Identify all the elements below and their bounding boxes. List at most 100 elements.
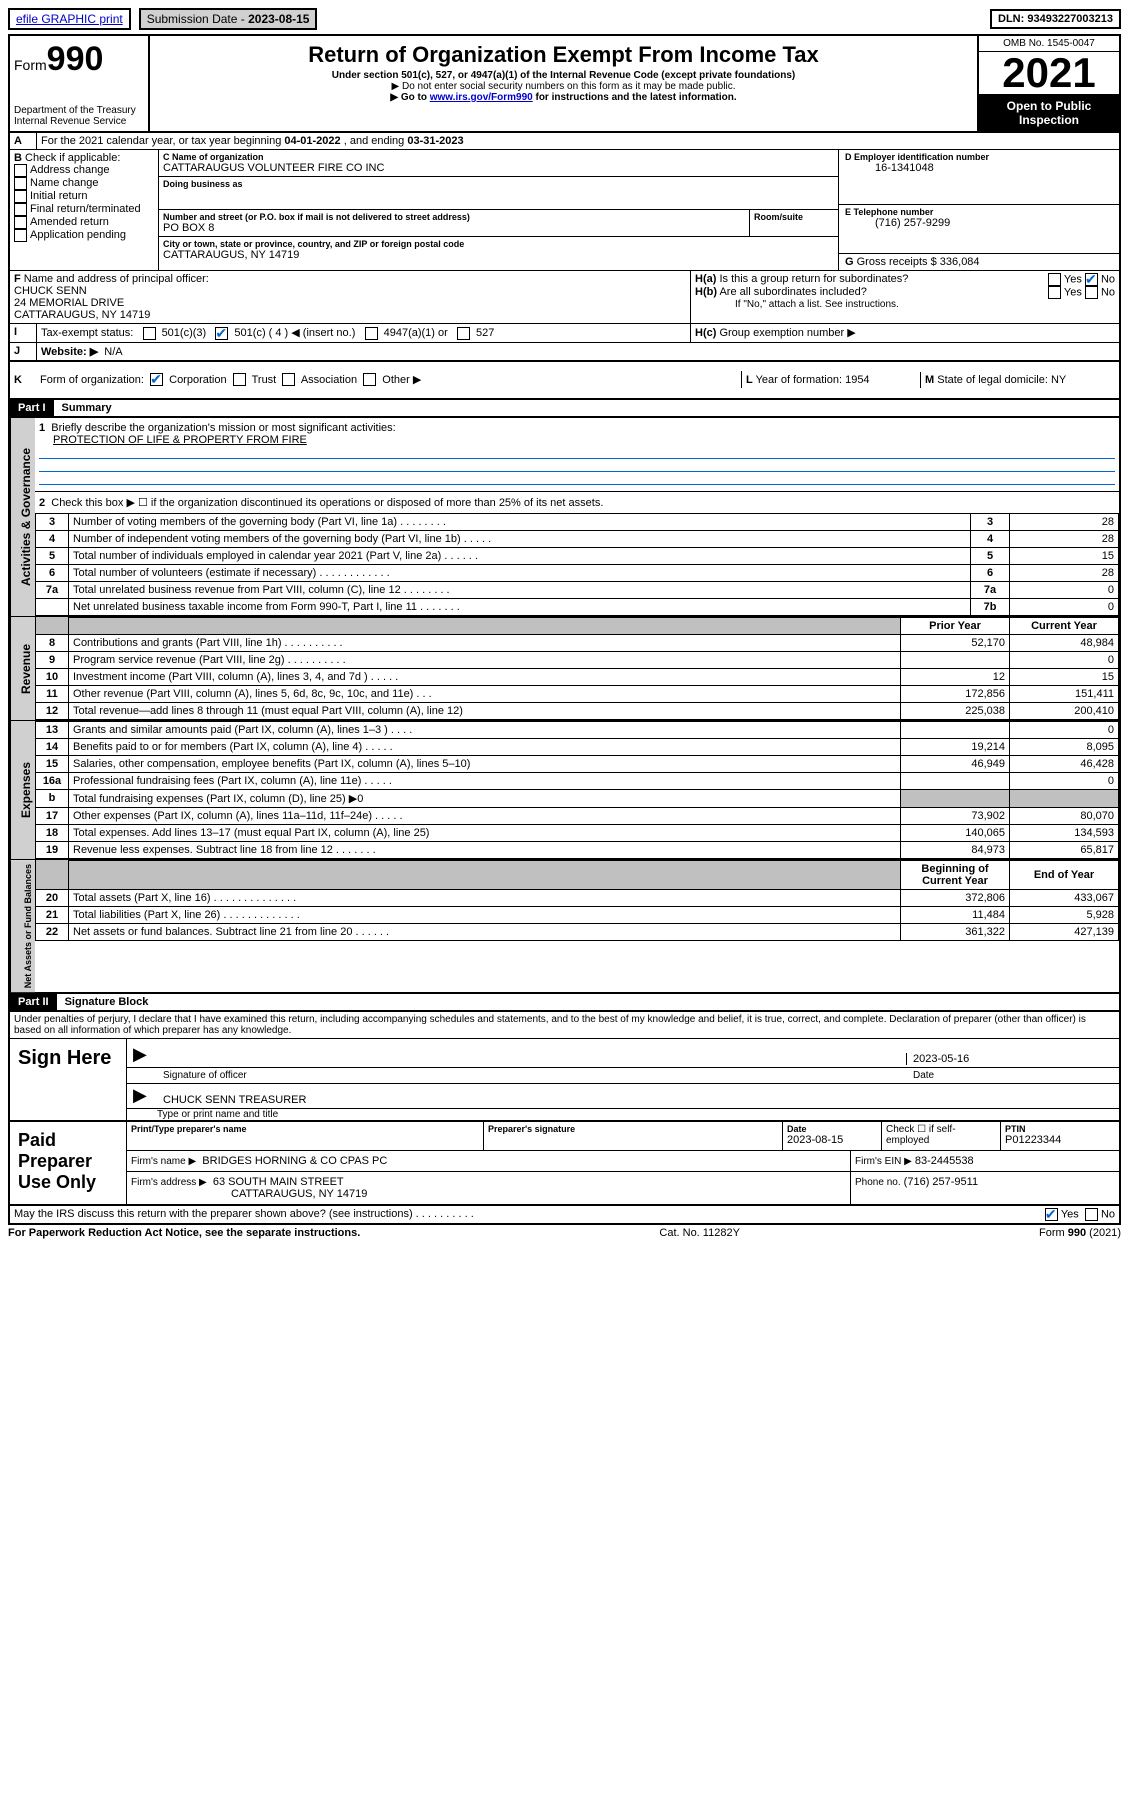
inspect1: Open to Public	[1007, 99, 1092, 113]
e-lbl: Telephone number	[854, 207, 934, 217]
efile-print-button[interactable]: efile GRAPHIC print	[8, 8, 131, 30]
label-e: E	[845, 207, 851, 217]
form-of-org: Form of organization: Corporation Trust …	[36, 371, 742, 389]
self-employed-check[interactable]: Check ☐ if self-employed	[882, 1122, 1001, 1150]
side-revenue: Revenue	[10, 617, 35, 720]
discuss-no-check[interactable]	[1085, 1208, 1098, 1221]
label-f: F	[14, 273, 21, 285]
hb-yes-check[interactable]	[1048, 286, 1061, 299]
table-row: 15Salaries, other compensation, employee…	[36, 755, 1119, 772]
k-lbl: Form of organization:	[40, 374, 144, 386]
page-footer: For Paperwork Reduction Act Notice, see …	[8, 1225, 1121, 1239]
501c-check[interactable]	[215, 327, 228, 340]
table-row: bTotal fundraising expenses (Part IX, co…	[36, 789, 1119, 807]
city-val: CATTARAUGUS, NY 14719	[163, 249, 834, 261]
ptin-lbl: PTIN	[1005, 1124, 1115, 1134]
ty-mid: , and ending	[344, 135, 408, 147]
ty-begin: 04-01-2022	[284, 135, 340, 147]
pt-name-lbl: Print/Type preparer's name	[131, 1124, 479, 1134]
ha-text: Is this a group return for subordinates?	[719, 273, 908, 285]
c3: 501(c)(3)	[162, 327, 207, 339]
4947-check[interactable]	[365, 327, 378, 340]
table-row: 22Net assets or fund balances. Subtract …	[36, 923, 1119, 940]
revenue-table: Prior YearCurrent Year8Contributions and…	[35, 617, 1119, 720]
blueline-1	[39, 448, 1115, 459]
firm-name: BRIDGES HORNING & CO CPAS PC	[202, 1155, 387, 1167]
governance-section: Activities & Governance 1 Briefly descri…	[8, 418, 1121, 617]
sig-date-val: 2023-05-16	[906, 1053, 1113, 1065]
hc-text: Group exemption number ▶	[719, 327, 855, 339]
submission-date-box: Submission Date - 2023-08-15	[139, 8, 318, 30]
b-opt-0[interactable]: Address change	[14, 164, 110, 176]
b-opt-2[interactable]: Initial return	[14, 190, 87, 202]
street-lbl: Number and street (or P.O. box if mail i…	[163, 212, 745, 222]
prep-sig-lbl: Preparer's signature	[488, 1124, 778, 1134]
label-g: G	[845, 256, 854, 268]
klm-row: K Form of organization: Corporation Trus…	[8, 362, 1121, 400]
b-opt-5[interactable]: Application pending	[14, 229, 126, 241]
sig-date-lbl: Date	[907, 1070, 1113, 1081]
ha-no-check[interactable]	[1085, 273, 1098, 286]
table-row: 6Total number of volunteers (estimate if…	[36, 564, 1119, 581]
header-left: Form990 Department of the Treasury Inter…	[10, 36, 150, 131]
form-prefix: Form	[14, 57, 47, 73]
org-name: CATTARAUGUS VOLUNTEER FIRE CO INC	[163, 162, 834, 174]
hb-note: If "No," attach a list. See instructions…	[695, 299, 1115, 310]
j-lbl: Website: ▶	[41, 346, 98, 358]
assoc: Association	[301, 374, 357, 386]
label-k: K	[10, 372, 36, 388]
line-a: A For the 2021 calendar year, or tax yea…	[8, 133, 1121, 150]
dln-box: DLN: 93493227003213	[990, 9, 1121, 29]
prep-date-val: 2023-08-15	[787, 1134, 877, 1146]
assoc-check[interactable]	[282, 373, 295, 386]
expenses-section: Expenses 13Grants and similar amounts pa…	[8, 721, 1121, 860]
dept: Department of the Treasury	[14, 105, 136, 116]
other-check[interactable]	[363, 373, 376, 386]
discuss-row: May the IRS discuss this return with the…	[8, 1206, 1121, 1225]
table-row: 20Total assets (Part X, line 16) . . . .…	[36, 889, 1119, 906]
part-i-badge: Part I	[10, 400, 54, 416]
preparer-name-field[interactable]	[131, 1134, 479, 1148]
inspect2: Inspection	[1019, 113, 1079, 127]
table-row: 5Total number of individuals employed in…	[36, 547, 1119, 564]
governance-table: 3Number of voting members of the governi…	[35, 513, 1119, 616]
officer-printed-name: CHUCK SENN TREASURER	[163, 1094, 1113, 1106]
hb-no-check[interactable]	[1085, 286, 1098, 299]
irs-link[interactable]: www.irs.gov/Form990	[430, 92, 533, 103]
dln-label: DLN:	[998, 13, 1024, 25]
b-opt-3[interactable]: Final return/terminated	[14, 203, 141, 215]
501c3-check[interactable]	[143, 327, 156, 340]
part-ii-header: Part II Signature Block	[8, 994, 1121, 1012]
officer-addr1: 24 MEMORIAL DRIVE	[14, 297, 124, 309]
527-check[interactable]	[457, 327, 470, 340]
prep-date-lbl: Date	[787, 1124, 877, 1134]
sign-here-label: Sign Here	[10, 1039, 127, 1120]
label-j: J	[10, 343, 37, 360]
label-a: A	[10, 133, 37, 149]
form-title: Return of Organization Exempt From Incom…	[158, 42, 969, 68]
table-row: 14Benefits paid to or for members (Part …	[36, 738, 1119, 755]
hb-text: Are all subordinates included?	[719, 286, 866, 298]
corp-check[interactable]	[150, 373, 163, 386]
side-expenses: Expenses	[10, 721, 35, 859]
submission-date-label: Submission Date -	[147, 12, 245, 26]
a1: 4947(a)(1) or	[384, 327, 448, 339]
trust-check[interactable]	[233, 373, 246, 386]
cat-no: Cat. No. 11282Y	[659, 1227, 740, 1239]
table-row: 12Total revenue—add lines 8 through 11 (…	[36, 702, 1119, 719]
ha-yes-check[interactable]	[1048, 273, 1061, 286]
b-opt-4[interactable]: Amended return	[14, 216, 109, 228]
part-ii-badge: Part II	[10, 994, 57, 1010]
d-lbl: Employer identification number	[854, 152, 989, 162]
ty-text: For the 2021 calendar year, or tax year …	[41, 135, 284, 147]
ptin-val: P01223344	[1005, 1134, 1115, 1146]
part-ii-title: Signature Block	[57, 994, 157, 1010]
b-opt-1[interactable]: Name change	[14, 177, 99, 189]
table-row: 21Total liabilities (Part X, line 26) . …	[36, 906, 1119, 923]
discuss-yes-check[interactable]	[1045, 1208, 1058, 1221]
paid-preparer-section: Paid Preparer Use Only Print/Type prepar…	[8, 1122, 1121, 1206]
discuss-no: No	[1101, 1208, 1115, 1220]
discuss-text: May the IRS discuss this return with the…	[14, 1208, 1045, 1221]
room-lbl: Room/suite	[754, 212, 834, 222]
f-lbl: Name and address of principal officer:	[24, 273, 209, 285]
